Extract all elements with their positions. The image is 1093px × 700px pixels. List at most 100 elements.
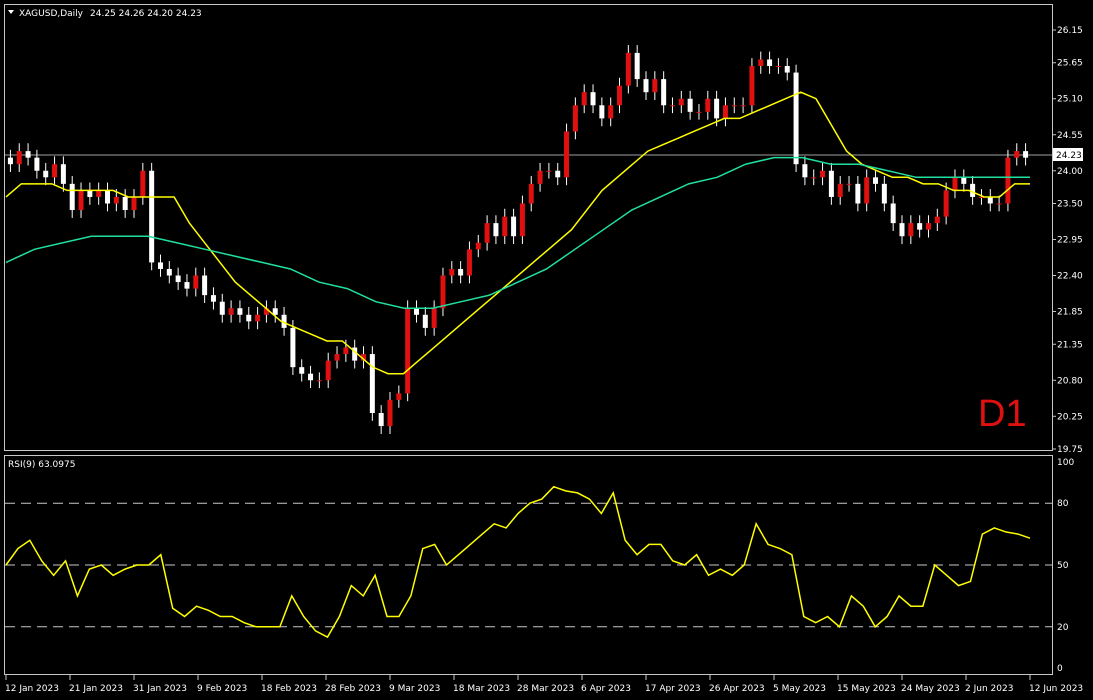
bear-candle [60, 164, 66, 184]
bull-candle [361, 354, 367, 361]
date-label: 5 May 2023 [773, 684, 826, 694]
bear-candle [687, 98, 693, 112]
bear-candle [767, 59, 773, 67]
date-label: 15 May 2023 [837, 684, 896, 694]
bull-candle [758, 59, 764, 67]
date-label: 31 Jan 2023 [133, 684, 187, 694]
bull-candle [669, 105, 675, 107]
rsi-level-lines [5, 502, 1052, 628]
bear-candle [855, 183, 861, 204]
bull-candle [255, 314, 261, 322]
bull-candle [617, 85, 623, 106]
price-panel-frame [4, 4, 1053, 451]
bear-candle [590, 92, 596, 106]
bull-candle [16, 151, 22, 165]
bear-candle [378, 412, 384, 427]
price-tick-label: 22.95 [1057, 236, 1083, 246]
bull-candle [1005, 157, 1011, 204]
bull-candle [740, 105, 746, 107]
bear-candle [634, 52, 640, 80]
bear-candle [661, 79, 667, 106]
moving-averages [5, 91, 1030, 375]
bull-candle [193, 275, 199, 289]
bear-candle [1023, 151, 1029, 158]
bull-candle [387, 399, 393, 427]
date-label: 12 Jan 2023 [5, 684, 59, 694]
bull-candle [581, 92, 587, 106]
bull-candle [564, 131, 570, 178]
bull-candle [908, 223, 914, 237]
bear-candle [246, 314, 252, 322]
bull-candle [943, 190, 949, 217]
rsi-line [5, 485, 1031, 639]
collapse-triangle-icon[interactable] [8, 10, 14, 14]
bull-candle [846, 183, 852, 185]
date-axis: 12 Jan 2023 21 Jan 2023 31 Jan 2023 9 Feb 2… [5, 675, 1083, 694]
rsi-tick-label: 50 [1057, 561, 1069, 571]
bear-candle [272, 308, 278, 315]
bull-candle [405, 308, 411, 394]
bull-candle [528, 183, 534, 204]
price-tick-label: 25.10 [1057, 95, 1083, 105]
bull-candle [228, 308, 234, 315]
bear-candle [961, 177, 967, 184]
bull-candle [696, 111, 702, 113]
bear-candle [69, 183, 75, 211]
price-tick-label: 24.55 [1057, 131, 1083, 141]
bull-candle [431, 308, 437, 328]
date-label: 9 Feb 2023 [197, 684, 247, 694]
bear-candle [987, 196, 993, 204]
bear-candle [34, 157, 40, 171]
price-tick-label: 25.65 [1057, 59, 1083, 69]
date-label: 28 Feb 2023 [325, 684, 381, 694]
bull-candle [996, 203, 1002, 205]
bear-candle [352, 347, 358, 361]
bear-candle [899, 223, 905, 237]
bull-candle [678, 98, 684, 106]
current-price-label: 24.23 [1056, 151, 1082, 161]
bear-candle [281, 314, 287, 328]
current-price-tag [1053, 148, 1083, 161]
candlestick-series [7, 45, 1029, 434]
date-label: 6 Apr 2023 [581, 684, 631, 694]
bull-candle [1014, 151, 1020, 158]
bear-candle [555, 170, 561, 178]
bear-candle [87, 190, 93, 197]
bull-candle [334, 354, 340, 361]
bear-candle [970, 183, 976, 197]
bull-candle [608, 105, 614, 119]
bull-candle [749, 66, 755, 106]
bull-candle [343, 347, 349, 355]
bull-candle [78, 190, 84, 211]
bull-candle [316, 380, 322, 382]
bear-candle [422, 314, 428, 328]
bear-candle [784, 66, 790, 73]
price-axis: 26.15 25.65 25.10 24.55 24.00 23.50 22.95 22.40… [1052, 26, 1083, 455]
bull-candle [978, 196, 984, 198]
date-label: 26 Apr 2023 [709, 684, 765, 694]
bear-candle [511, 216, 517, 237]
price-tick-label: 21.85 [1057, 308, 1083, 318]
bear-candle [122, 196, 128, 211]
price-tick-label: 26.15 [1057, 26, 1083, 36]
bear-candle [917, 223, 923, 230]
rsi-series [5, 485, 1031, 639]
bull-candle [484, 223, 490, 243]
bear-candle [202, 275, 208, 296]
ohlc-label: 24.25 24.26 24.20 24.23 [90, 9, 202, 19]
bear-candle [793, 72, 799, 165]
rsi-tick-label: 0 [1057, 664, 1063, 674]
bull-candle [705, 98, 711, 112]
bull-candle [934, 216, 940, 224]
bull-candle [52, 164, 58, 178]
price-tick-label: 20.25 [1057, 412, 1083, 422]
bear-candle [413, 308, 419, 315]
bull-candle [113, 196, 119, 204]
bear-candle [175, 275, 181, 283]
bear-candle [149, 170, 155, 263]
bear-candle [237, 308, 243, 315]
bear-candle [25, 151, 31, 158]
bear-candle [210, 295, 216, 302]
date-label: 28 Mar 2023 [517, 684, 574, 694]
